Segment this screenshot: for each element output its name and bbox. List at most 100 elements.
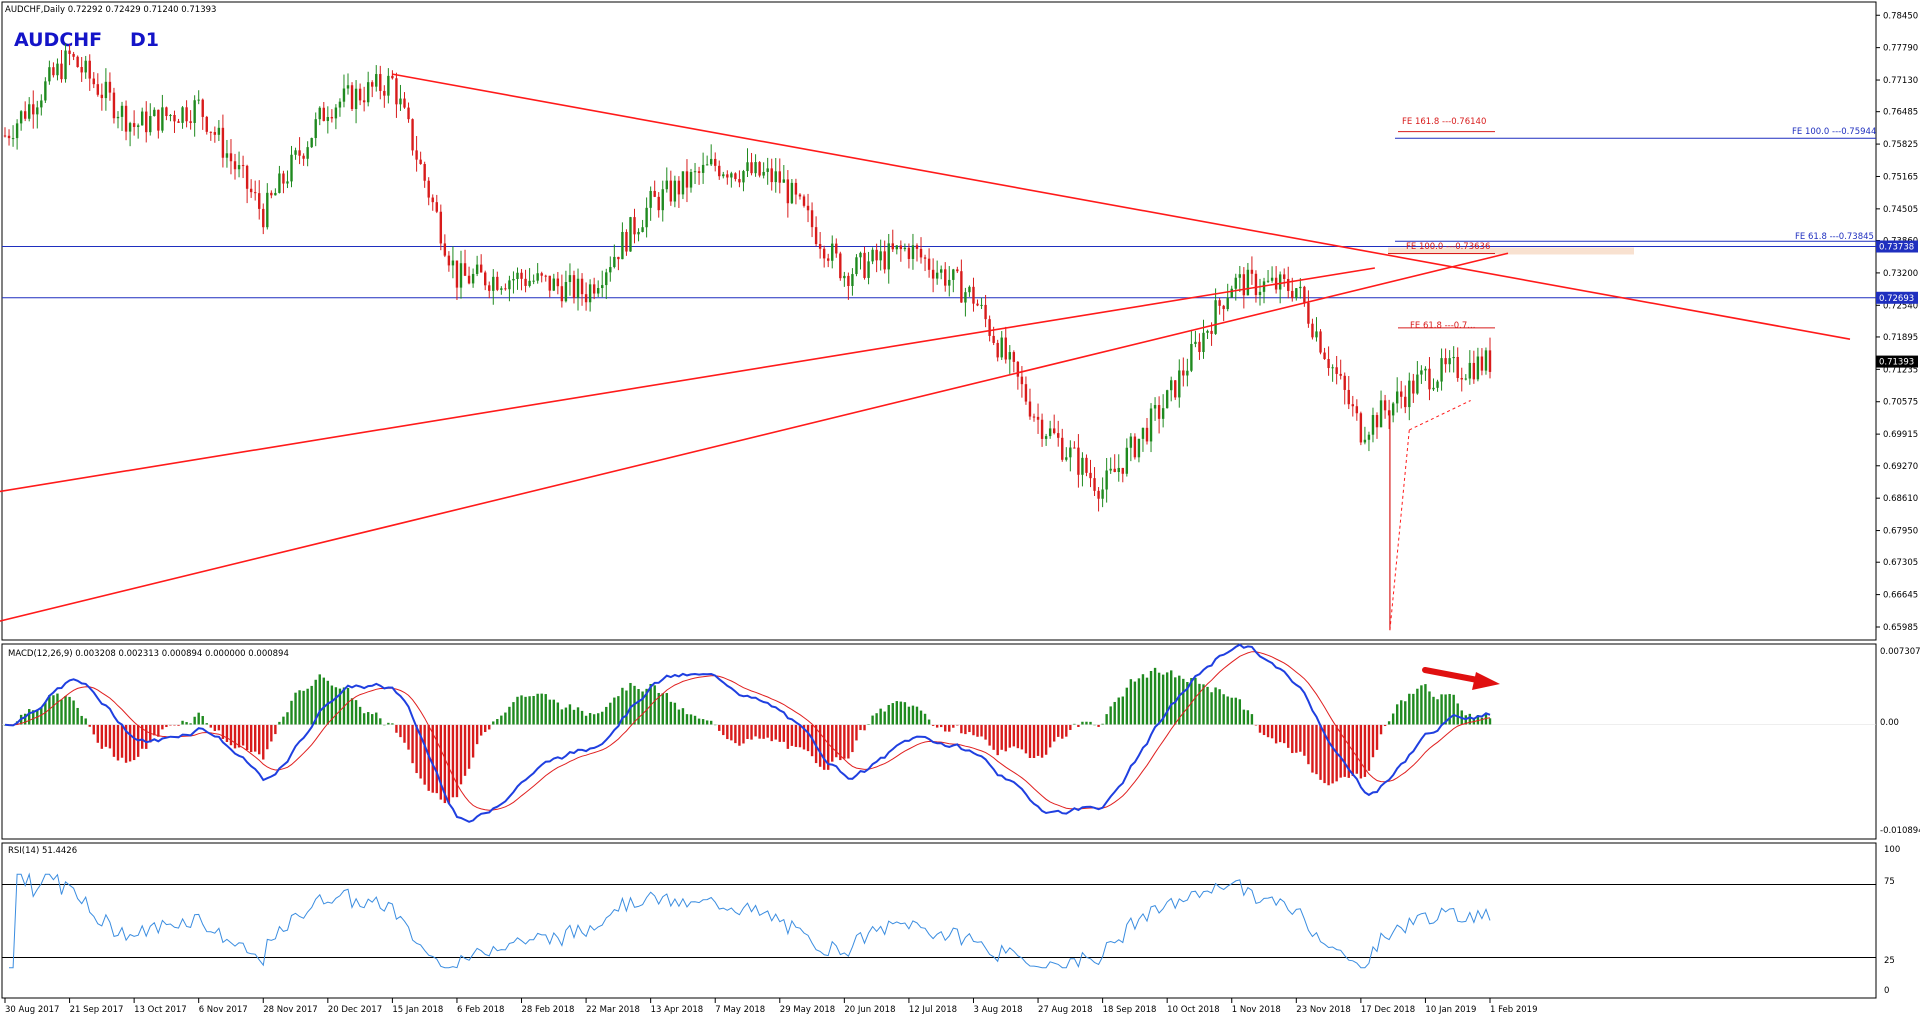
macd-histogram-bar xyxy=(919,710,923,725)
candle-body xyxy=(968,286,971,293)
candle-body xyxy=(310,138,313,148)
trendlines xyxy=(0,73,1851,631)
macd-histogram-bar xyxy=(592,714,596,725)
candle-body xyxy=(415,150,418,160)
macd-histogram-bar xyxy=(1254,724,1258,726)
macd-histogram-bar xyxy=(1424,684,1427,725)
candle-body xyxy=(1157,405,1161,419)
candle-body xyxy=(835,243,838,254)
fib-zone-100-mid xyxy=(1388,247,1634,255)
macd-histogram-bar xyxy=(241,724,245,746)
candle-body xyxy=(145,111,148,133)
candle-body xyxy=(685,171,689,188)
candle-body xyxy=(952,269,955,280)
macd-histogram-bar xyxy=(746,724,749,740)
candle-body xyxy=(1141,427,1145,439)
macd-histogram-bar xyxy=(500,715,503,725)
candle-body xyxy=(641,227,644,232)
candle-body xyxy=(774,171,777,183)
candle-body xyxy=(718,165,721,177)
candle-body xyxy=(375,74,378,87)
macd-histogram-bar xyxy=(645,688,648,725)
macd-histogram-bar xyxy=(286,712,289,725)
macd-histogram-bar xyxy=(1287,724,1290,748)
macd-histogram-bar xyxy=(1412,693,1415,725)
macd-histogram-bar xyxy=(104,724,108,747)
macd-histogram-bar xyxy=(1210,692,1213,725)
candle-body xyxy=(746,162,749,172)
candle-body xyxy=(923,257,927,259)
macd-histogram-bar xyxy=(504,712,507,725)
candle-body xyxy=(1065,457,1068,460)
candle-body xyxy=(278,173,281,193)
macd-histogram-bar xyxy=(1137,678,1141,725)
candle-body xyxy=(435,202,438,212)
macd-histogram-bar xyxy=(1448,693,1451,725)
timeframe-title: D1 xyxy=(130,29,159,51)
macd-histogram-bar xyxy=(1129,679,1133,725)
rsi-tick-0: 0 xyxy=(1884,986,1889,996)
macd-histogram-bar xyxy=(1008,724,1011,748)
candle-body xyxy=(197,99,200,101)
candle-body xyxy=(839,253,842,279)
candle-body xyxy=(714,158,717,166)
candle-body xyxy=(976,303,979,306)
macd-histogram-bar xyxy=(1089,721,1092,725)
macd-histogram-bar xyxy=(132,724,136,761)
candle-body xyxy=(108,81,112,93)
price-tick-label: 0.71235 xyxy=(1883,365,1918,375)
macd-histogram-bar xyxy=(205,723,208,725)
macd-histogram-bar xyxy=(1153,667,1157,725)
macd-histogram-bar xyxy=(524,696,527,725)
candle-body xyxy=(984,304,987,320)
macd-histogram-bar xyxy=(637,689,640,725)
macd-histogram-bar xyxy=(1178,675,1181,725)
macd-histogram-bar xyxy=(362,713,366,725)
macd-histogram-bar xyxy=(1404,701,1407,725)
candle-body xyxy=(504,288,507,290)
macd-histogram-bar xyxy=(1161,674,1165,725)
candle-body xyxy=(229,153,233,162)
price-tick-label: 0.74505 xyxy=(1883,205,1918,215)
macd-histogram-bar xyxy=(996,724,999,756)
candle-body xyxy=(1303,286,1306,303)
candle-body xyxy=(1125,447,1129,474)
candle-body xyxy=(1327,359,1330,369)
candle-body xyxy=(302,155,305,159)
macd-histogram-bar xyxy=(233,724,237,749)
macd-histogram-bar xyxy=(1000,724,1003,750)
candle-body xyxy=(1420,370,1423,375)
candle-body xyxy=(500,288,503,290)
candle-body xyxy=(1428,368,1431,390)
candle-body xyxy=(88,60,91,79)
macd-histogram-bar xyxy=(1202,684,1205,725)
macd-histogram-bar xyxy=(576,707,580,725)
macd-histogram-bar xyxy=(697,718,701,725)
macd-histogram-bar xyxy=(1097,724,1100,727)
candle-body xyxy=(911,245,915,259)
candle-body xyxy=(847,275,850,286)
macd-histogram-bar xyxy=(762,724,765,739)
candle-body xyxy=(1351,404,1354,407)
candle-body xyxy=(1460,377,1463,380)
candle-body xyxy=(935,272,939,279)
macd-histogram-bar xyxy=(249,724,253,753)
macd-histogram-bar xyxy=(48,695,51,725)
macd-histogram-bar xyxy=(1323,724,1326,784)
candle-body xyxy=(431,197,434,203)
macd-histogram-bar xyxy=(980,724,983,737)
macd-histogram-bar xyxy=(96,724,100,743)
candle-body xyxy=(1085,457,1088,473)
macd-histogram-bar xyxy=(915,706,919,725)
macd-histogram-bar xyxy=(209,724,213,728)
macd-histogram-bar xyxy=(968,724,971,733)
candle-body xyxy=(274,192,277,196)
candle-body xyxy=(298,150,301,156)
candle-body xyxy=(48,67,51,82)
candle-body xyxy=(28,104,31,119)
macd-histogram-bar xyxy=(108,724,112,749)
macd-histogram-bar xyxy=(556,702,560,725)
candle-body xyxy=(596,288,600,294)
macd-histogram-bar xyxy=(1061,724,1064,739)
macd-histogram-bar xyxy=(839,724,842,761)
